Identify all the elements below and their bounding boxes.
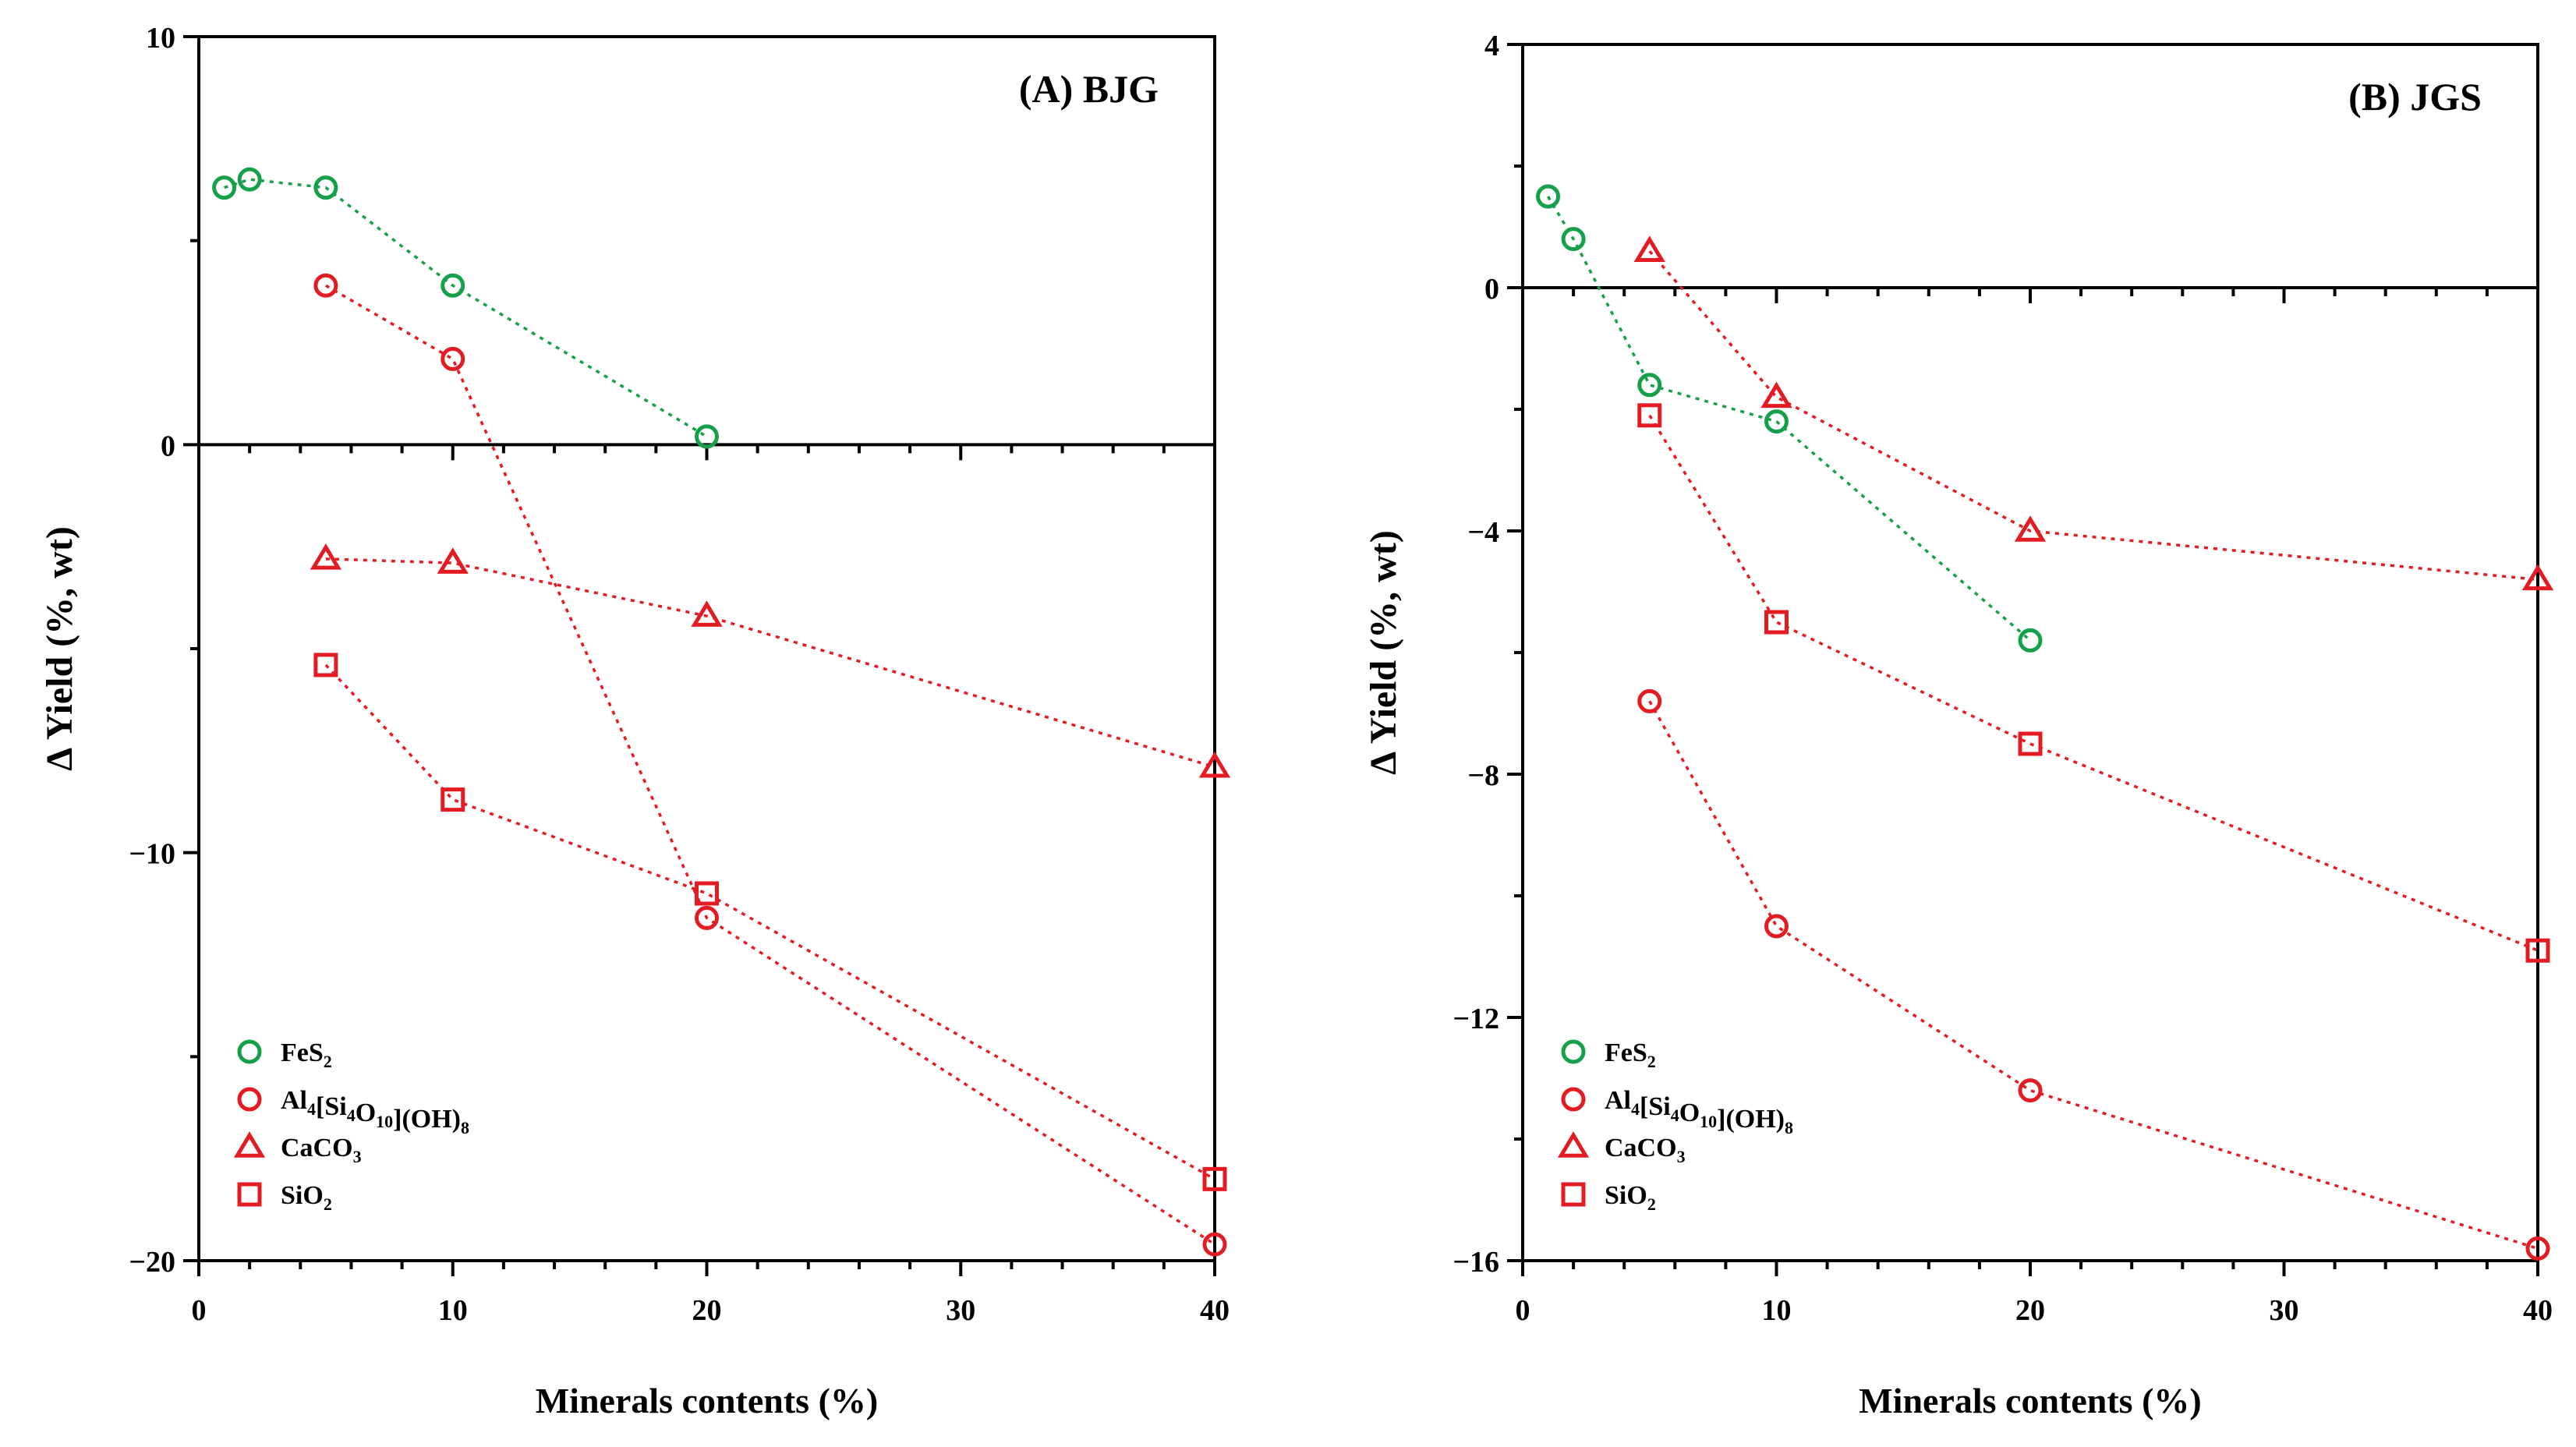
legend-marker: [1561, 1039, 1586, 1064]
data-point: [2525, 938, 2550, 963]
x-tick-label: 0: [1516, 1294, 1530, 1327]
series-line-1: [324, 284, 1215, 1246]
data-point: [313, 653, 338, 678]
y-tick-label: −4: [1467, 516, 1499, 549]
panel-label: (A) BJG: [1019, 67, 1159, 111]
legend-label: Al4[Si4O10](OH)8: [281, 1086, 469, 1137]
data-point: [1764, 409, 1789, 434]
data-point: [1637, 403, 1662, 428]
legend-label: CaCO3: [281, 1134, 362, 1166]
series-line-1: [1648, 700, 2539, 1251]
legend-label: FeS2: [281, 1038, 332, 1071]
legend-marker: [237, 1039, 262, 1064]
y-tick-label: −16: [1453, 1246, 1499, 1279]
data-point: [313, 175, 338, 200]
data-point: [237, 167, 262, 192]
legend-marker: [1557, 1131, 1590, 1158]
series-line-0: [1547, 196, 2032, 642]
x-tick-label: 10: [438, 1294, 468, 1327]
y-axis-title: Δ Yield (%, wt): [39, 526, 80, 771]
series-line-2: [325, 557, 1215, 769]
data-point: [2018, 628, 2043, 653]
plot-frame: [1521, 43, 2539, 1262]
data-point: [1764, 610, 1789, 635]
data-point: [1764, 914, 1789, 939]
x-axis-title: Minerals contents (%): [536, 1381, 878, 1420]
data-point: [2018, 731, 2043, 756]
legend-label: SiO2: [1605, 1181, 1656, 1214]
y-tick-label: 10: [146, 22, 175, 55]
series-line-2: [1648, 250, 2539, 582]
legend-label: SiO2: [281, 1181, 332, 1214]
data-point: [2521, 564, 2554, 591]
data-point: [437, 547, 469, 574]
legend-label: FeS2: [1605, 1038, 1656, 1071]
data-point: [2014, 515, 2047, 542]
legend-label: Al4[Si4O10](OH)8: [1605, 1086, 1793, 1137]
data-point: [1536, 184, 1561, 209]
legend-marker: [1561, 1087, 1586, 1112]
legend-marker: [237, 1182, 262, 1207]
legend-label: CaCO3: [1605, 1134, 1686, 1166]
plot-frame: [197, 35, 1216, 1262]
data-point: [1637, 373, 1662, 398]
y-tick-label: −12: [1453, 1003, 1499, 1035]
data-point: [695, 881, 719, 906]
data-point: [1561, 227, 1586, 252]
y-tick-label: 0: [1484, 273, 1499, 306]
panel-label: (B) JGS: [2348, 75, 2482, 119]
data-point: [1202, 1232, 1227, 1257]
y-tick-label: −10: [129, 838, 175, 871]
y-axis-title: Δ Yield (%, wt): [1363, 530, 1404, 775]
data-point: [695, 424, 719, 449]
x-tick-label: 20: [2015, 1294, 2045, 1327]
data-point: [310, 543, 342, 570]
legend-marker: [237, 1087, 262, 1112]
legend-marker: [1561, 1182, 1586, 1207]
x-axis-title: Minerals contents (%): [1859, 1381, 2201, 1420]
data-point: [2525, 1236, 2550, 1261]
data-point: [441, 273, 465, 298]
data-point: [1637, 688, 1662, 713]
x-tick-label: 30: [2270, 1294, 2299, 1327]
data-point: [313, 273, 338, 298]
y-tick-label: −20: [129, 1246, 175, 1279]
y-tick-label: 4: [1484, 30, 1499, 62]
x-tick-label: 20: [692, 1294, 722, 1327]
x-tick-label: 0: [192, 1294, 207, 1327]
x-tick-label: 40: [2523, 1294, 2553, 1327]
x-tick-label: 30: [946, 1294, 975, 1327]
data-point: [1198, 751, 1231, 778]
data-point: [212, 175, 237, 200]
series-line-3: [1648, 414, 2539, 952]
data-point: [2018, 1078, 2043, 1103]
series-line-3: [324, 663, 1215, 1180]
x-tick-label: 10: [1762, 1294, 1792, 1327]
data-point: [695, 905, 719, 930]
y-tick-label: 0: [161, 430, 175, 462]
chart-panel-a: 0 10 20 30 40 10 0 −10 −20 Minerals contents (%) Δ…: [39, 22, 1231, 1420]
y-tick-label: −8: [1467, 759, 1499, 792]
x-tick-label: 40: [1200, 1294, 1230, 1327]
data-point: [441, 787, 465, 812]
data-point: [1633, 235, 1665, 262]
data-point: [1760, 381, 1792, 409]
data-point: [691, 600, 723, 627]
data-point: [441, 346, 465, 371]
data-point: [1202, 1166, 1227, 1191]
legend-marker: [233, 1131, 266, 1158]
series-line-0: [224, 178, 708, 438]
